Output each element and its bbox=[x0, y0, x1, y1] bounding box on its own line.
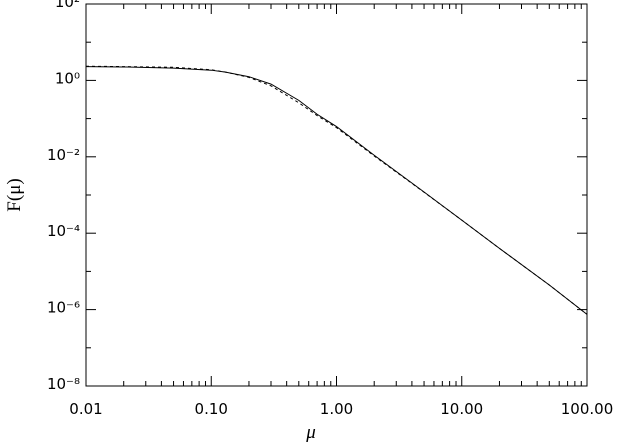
y-axis-title: F(μ) bbox=[4, 178, 25, 211]
x-tick-label: 10.00 bbox=[440, 400, 483, 418]
series-line bbox=[85, 65, 588, 315]
x-tick-label: 1.00 bbox=[320, 400, 353, 418]
y-tick-label: 10⁻² bbox=[47, 146, 80, 164]
x-tick-label: 100.00 bbox=[561, 400, 614, 418]
y-tick-label: 10⁻⁶ bbox=[47, 299, 80, 317]
x-axis-title: μ bbox=[305, 422, 316, 443]
plot-frame bbox=[85, 3, 588, 387]
y-tick-label: 10⁻⁸ bbox=[47, 375, 80, 393]
y-tick-label: 10² bbox=[55, 0, 80, 11]
series-line bbox=[85, 66, 588, 315]
x-tick-label: 0.01 bbox=[69, 400, 102, 418]
y-tick-label: 10⁻⁴ bbox=[47, 222, 80, 240]
y-tick-label: 10⁰ bbox=[55, 69, 80, 87]
x-tick-label: 0.10 bbox=[195, 400, 228, 418]
